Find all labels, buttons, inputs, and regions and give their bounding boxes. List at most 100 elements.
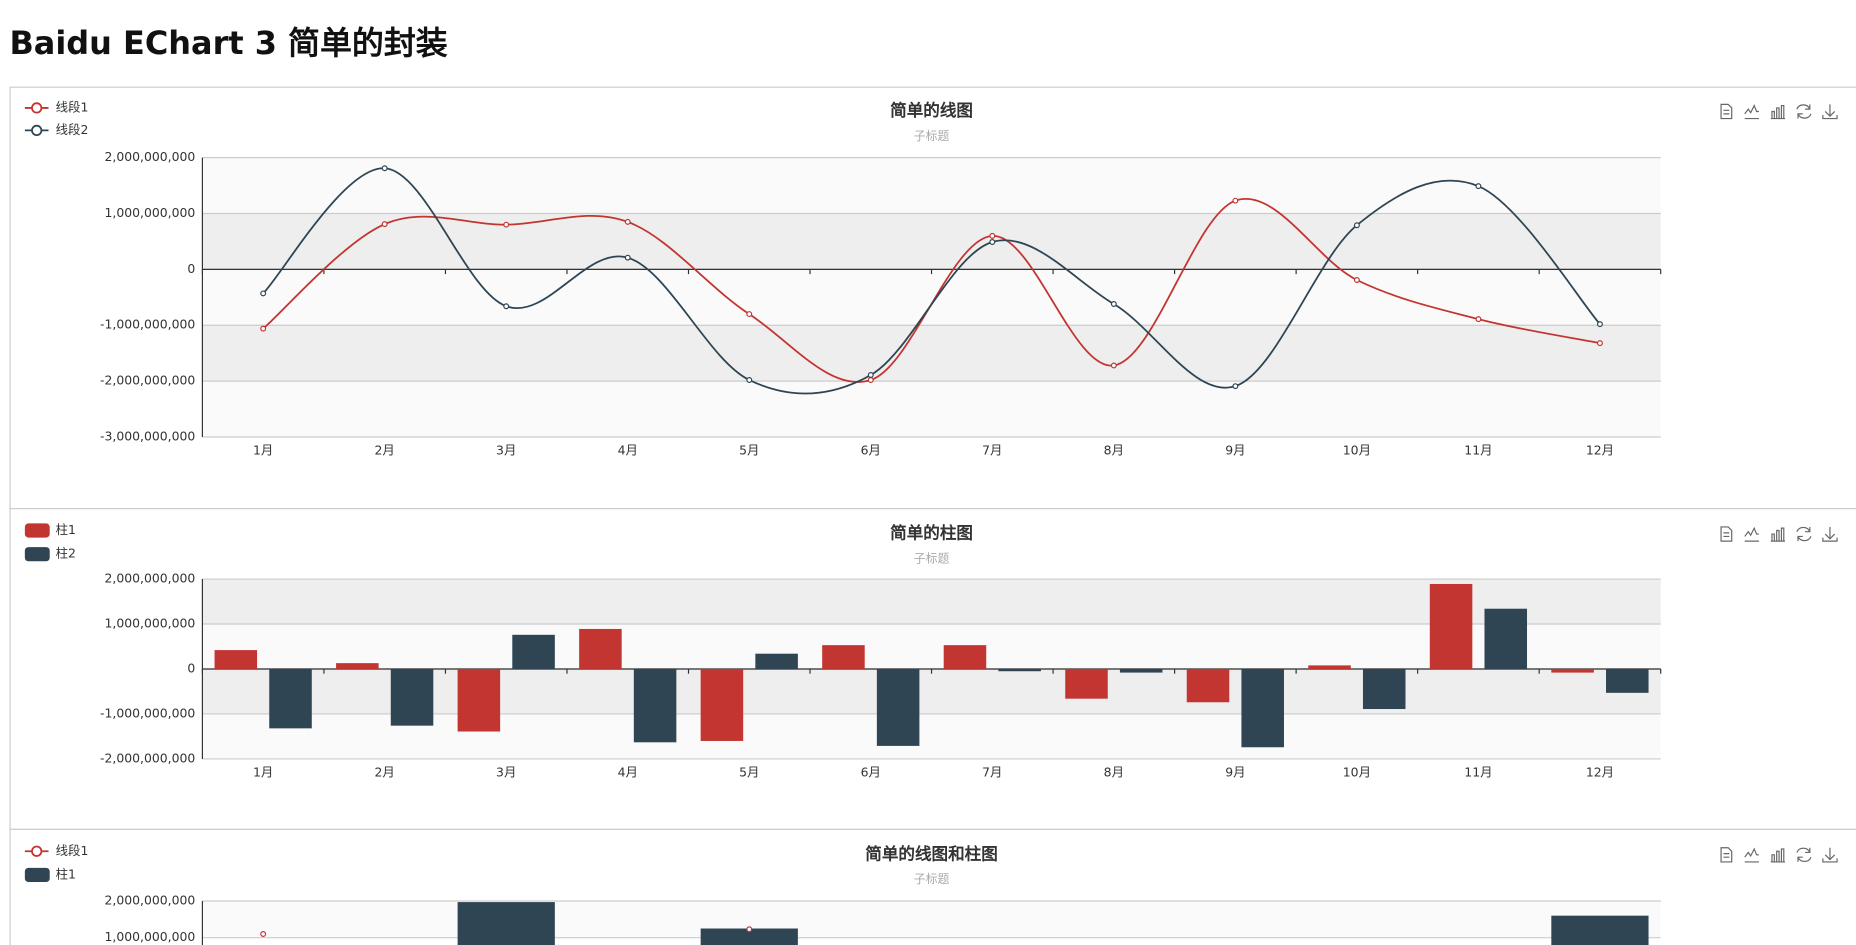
line-point: [624, 254, 631, 261]
split-area: [202, 900, 1661, 938]
bar: [390, 668, 434, 726]
bar: [579, 628, 622, 669]
x-tick-label: 1月: [253, 443, 273, 458]
line-point: [1353, 277, 1360, 283]
legend-marker: [31, 845, 43, 857]
y-tick-label: 2,000,000,000: [105, 149, 196, 164]
x-tick-label: 10月: [1343, 765, 1371, 780]
y-tick-label: -3,000,000,000: [100, 428, 195, 443]
x-tick-label: 6月: [861, 765, 881, 780]
x-tick-label: 3月: [496, 765, 516, 780]
bar: [700, 668, 744, 741]
x-tick-label: 1月: [253, 765, 273, 780]
bar: [336, 663, 379, 669]
bar: [512, 634, 555, 669]
chart-title: 简单的线图和柱图: [865, 843, 997, 863]
bar: [633, 668, 677, 743]
chart-subtitle: 子标题: [914, 129, 950, 143]
page-title: Baidu EChart 3 简单的封装: [9, 24, 447, 62]
legend-label: 线段2: [56, 122, 89, 137]
x-tick-label: 3月: [496, 443, 516, 458]
toolbox-icon: [1744, 104, 1759, 120]
toolbox-icon: [1720, 847, 1733, 863]
legend-marker: [24, 547, 50, 562]
split-area: [202, 579, 1661, 625]
y-tick-label: 0: [187, 261, 195, 276]
x-tick-label: 5月: [739, 443, 759, 458]
line-point: [260, 931, 267, 937]
split-area: [202, 325, 1661, 382]
line-point: [1110, 301, 1117, 307]
y-tick-label: -2,000,000,000: [100, 373, 195, 388]
legend-label: 线段1: [56, 843, 89, 858]
x-tick-label: 11月: [1464, 443, 1492, 458]
y-tick-label: 1,000,000,000: [105, 616, 196, 631]
split-area: [202, 269, 1661, 326]
x-tick-label: 12月: [1586, 443, 1614, 458]
y-tick-label: 1,000,000,000: [105, 205, 196, 220]
toolbox-icon: [1744, 847, 1759, 863]
line-point: [867, 372, 874, 378]
line-point: [381, 221, 388, 228]
toolbox-icon: [1822, 847, 1838, 863]
bar: [1119, 668, 1163, 673]
x-tick-label: 7月: [982, 443, 1002, 458]
x-tick-label: 4月: [618, 443, 638, 458]
bar: [1065, 668, 1108, 699]
line-point: [746, 926, 753, 933]
bar: [1308, 665, 1351, 669]
x-tick-label: 11月: [1464, 765, 1492, 780]
x-tick-label: 2月: [375, 443, 395, 458]
line-point: [260, 325, 267, 332]
legend-label: 线段1: [56, 99, 89, 114]
bar: [457, 902, 555, 945]
bar: [822, 645, 865, 669]
bar: [214, 650, 258, 669]
split-area: [202, 668, 1661, 714]
split-area: [202, 624, 1661, 669]
x-tick-label: 4月: [618, 765, 638, 780]
split-area: [202, 213, 1661, 270]
bar: [700, 928, 798, 945]
y-tick-label: 0: [187, 660, 195, 675]
legend-label: 柱2: [56, 546, 76, 561]
legend-marker: [31, 124, 43, 137]
line-point: [989, 239, 996, 245]
bar: [1606, 668, 1649, 693]
toolbox-icon: [1822, 104, 1838, 120]
toolbox-icon: [1770, 848, 1785, 863]
bar: [1551, 915, 1649, 945]
line-point: [1110, 362, 1117, 369]
legend-label: 柱1: [56, 866, 76, 881]
y-tick-label: 2,000,000,000: [105, 571, 196, 586]
bar: [755, 653, 798, 669]
line-point: [746, 377, 753, 383]
split-area: [202, 381, 1661, 437]
x-tick-label: 8月: [1104, 443, 1124, 458]
x-tick-label: 10月: [1343, 443, 1371, 458]
line-point: [867, 377, 874, 383]
toolbox-icon: [1770, 527, 1785, 542]
line-point: [503, 303, 510, 310]
bar: [1241, 668, 1284, 748]
x-tick-label: 8月: [1104, 765, 1124, 780]
line-point: [1475, 183, 1482, 190]
line-point: [1232, 383, 1239, 390]
chart-title: 简单的线图: [890, 100, 973, 120]
y-tick-label: -1,000,000,000: [100, 705, 195, 720]
chart-subtitle: 子标题: [914, 551, 950, 565]
toolbox-icon: [1770, 104, 1785, 120]
line-point: [1232, 197, 1239, 204]
toolbox-icon: [1720, 526, 1733, 542]
line-point: [746, 311, 753, 318]
x-tick-label: 9月: [1225, 443, 1245, 458]
y-tick-label: -2,000,000,000: [100, 750, 195, 765]
line-point: [989, 232, 996, 239]
toolbox-icon: [1796, 847, 1812, 863]
toolbox-icon: [1822, 526, 1838, 542]
line-point: [503, 221, 510, 228]
bar: [1362, 668, 1406, 710]
bar: [1186, 668, 1230, 703]
legend-label: 柱1: [56, 522, 76, 537]
